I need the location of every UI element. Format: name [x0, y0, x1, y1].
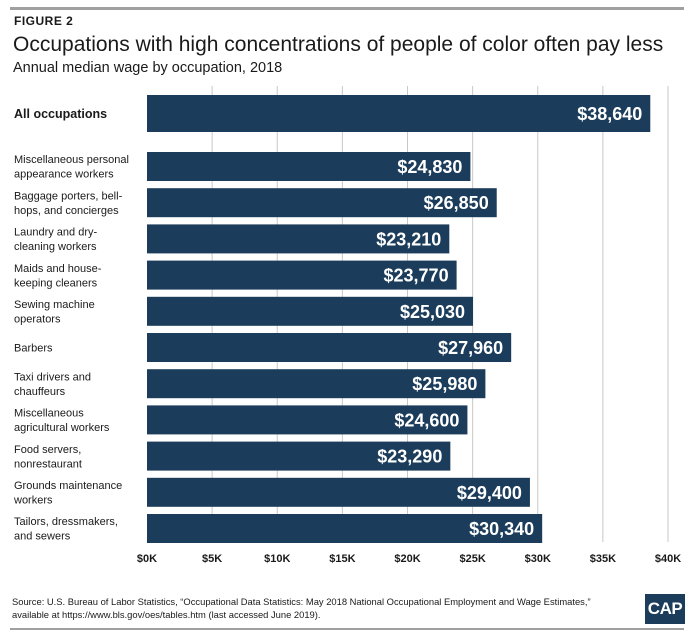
chart-subtitle: Annual median wage by occupation, 2018 — [13, 60, 283, 76]
bar — [147, 333, 512, 362]
bar-value-label: $38,640 — [577, 104, 642, 124]
bar-value-label: $23,770 — [384, 266, 449, 286]
chart-title: Occupations with high concentrations of … — [13, 33, 664, 56]
category-label: Miscellaneous personal appearance workers — [14, 154, 129, 181]
bar-value-label: $24,830 — [397, 157, 462, 177]
bar — [147, 260, 457, 290]
bar — [147, 369, 486, 399]
bar — [147, 441, 451, 471]
bar — [147, 224, 450, 254]
bar-value-label: $25,030 — [400, 302, 465, 322]
bar — [147, 152, 471, 181]
figure-label: FIGURE 2 — [14, 14, 74, 28]
bar-value-label: $27,960 — [438, 338, 503, 358]
x-tick-label: $10K — [264, 553, 290, 565]
bar — [147, 405, 468, 435]
x-tick-label: $20K — [394, 553, 420, 565]
bar-value-label: $25,980 — [412, 374, 477, 394]
top-rule — [10, 7, 684, 10]
category-label: Miscellaneous agricultural workers — [14, 408, 110, 435]
bar — [147, 514, 543, 543]
bar — [147, 296, 474, 326]
bar — [147, 188, 497, 218]
bar — [147, 95, 651, 132]
category-label: Tailors, dressmakers, and sewers — [14, 516, 118, 543]
bar-value-label: $23,290 — [377, 447, 442, 467]
bar — [147, 477, 530, 507]
x-tick-label: $15K — [329, 553, 355, 565]
category-label: Grounds maintenance workers — [13, 480, 122, 507]
bar-value-label: $26,850 — [424, 193, 489, 213]
category-label: Maids and house-keeping cleaners — [14, 263, 102, 290]
bar-value-label: $29,400 — [457, 483, 522, 503]
x-tick-label: $30K — [525, 553, 551, 565]
category-label: Barbers — [14, 342, 53, 354]
x-tick-label: $40K — [655, 553, 681, 565]
category-label: Food servers, nonrestaurant — [14, 444, 82, 471]
source-note: Source: U.S. Bureau of Labor Statistics,… — [12, 596, 591, 620]
x-tick-label: $25K — [459, 553, 485, 565]
bottom-rule — [10, 628, 684, 630]
x-tick-label: $0K — [137, 553, 157, 565]
category-label: Sewing machine operators — [14, 299, 95, 326]
cap-logo: CAP — [645, 594, 685, 624]
category-label: All occupations — [14, 107, 107, 121]
category-label: Baggage porters, bell-hops, and concierg… — [14, 190, 123, 217]
category-label: Laundry and dry-cleaning workers — [14, 227, 97, 254]
x-tick-label: $35K — [590, 553, 616, 565]
bar-value-label: $24,600 — [394, 410, 459, 430]
bar-value-label: $30,340 — [469, 519, 534, 539]
bar-chart: $38,640 All occupations $24,830 Miscellaneo… — [13, 86, 681, 565]
x-tick-label: $5K — [202, 553, 222, 565]
bar-value-label: $23,210 — [376, 229, 441, 249]
category-label: Taxi drivers and chauffeurs — [14, 371, 91, 398]
